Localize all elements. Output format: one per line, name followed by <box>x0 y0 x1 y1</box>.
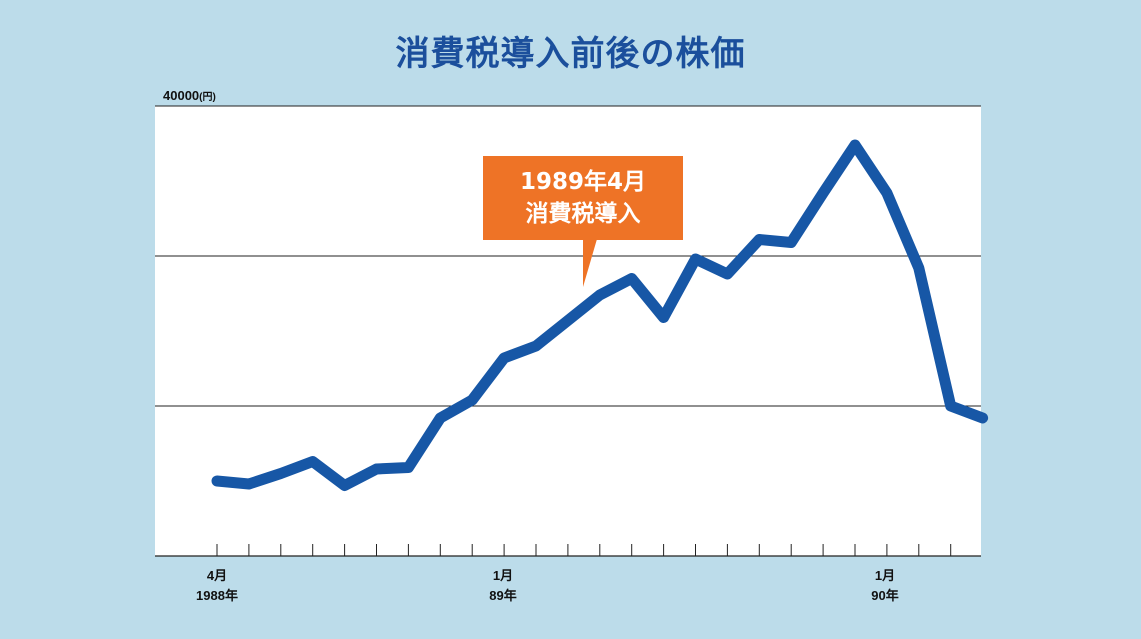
y-unit-label: (円) <box>199 92 216 103</box>
annotation-callout: 1989年4月 消費税導入 <box>483 156 683 240</box>
chart-title: 消費税導入前後の株価 <box>395 34 746 74</box>
annotation-line1: 1989年4月 <box>519 169 647 195</box>
annotation-line2: 消費税導入 <box>525 201 641 227</box>
x-ticks <box>216 544 952 556</box>
series-line <box>211 139 989 491</box>
x-tick-label-1989-01: 1月 89年 <box>489 568 517 603</box>
y-tick-label-40000: 40000(円) <box>163 88 216 103</box>
annotation-pointer <box>583 239 597 287</box>
x-tick-label-1990-01: 1月 90年 <box>871 568 899 603</box>
x-tick-label-1988-04: 4月 1988年 <box>196 568 238 603</box>
